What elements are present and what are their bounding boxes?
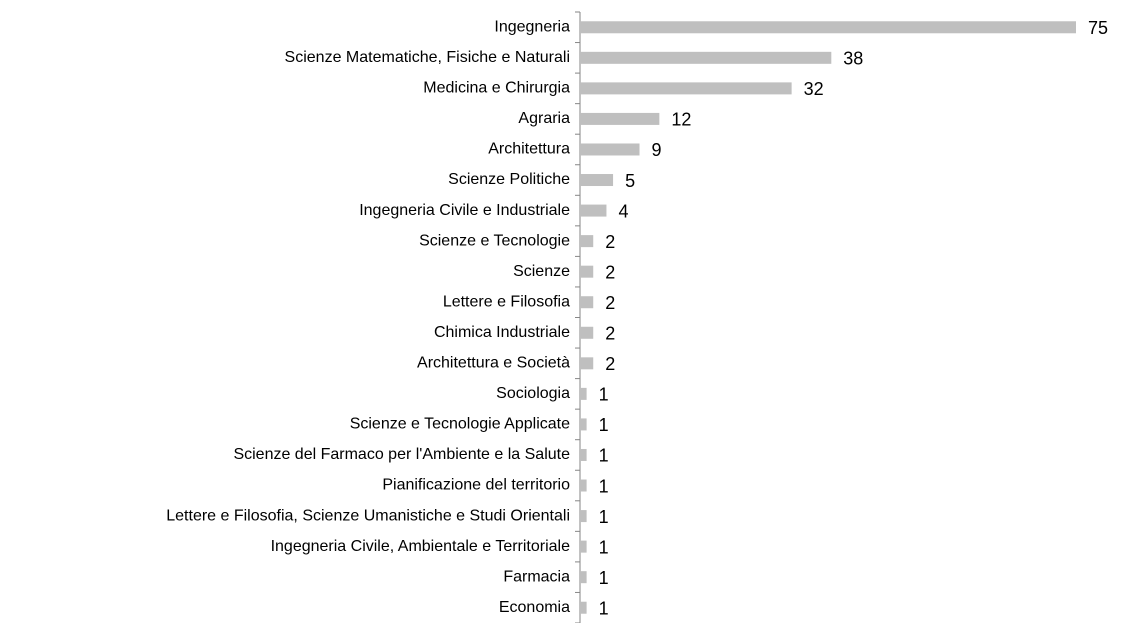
bar <box>580 143 640 156</box>
category-label: Ingegneria Civile, Ambientale e Territor… <box>271 538 571 555</box>
category-label: Lettere e Filosofia, Scienze Umanistiche… <box>166 507 570 524</box>
value-label: 2 <box>605 324 615 344</box>
bar <box>580 571 587 584</box>
value-label: 1 <box>599 598 609 618</box>
value-label: 1 <box>599 415 609 435</box>
value-label: 5 <box>625 171 635 191</box>
value-label: 38 <box>843 49 863 69</box>
value-label: 75 <box>1088 18 1108 38</box>
category-label: Scienze del Farmaco per l'Ambiente e la … <box>233 446 570 463</box>
bar <box>580 296 594 309</box>
value-label: 4 <box>618 201 628 221</box>
category-label: Architettura e Società <box>417 355 570 372</box>
category-label: Ingegneria <box>494 18 570 35</box>
value-label: 1 <box>599 537 609 557</box>
value-label: 9 <box>652 140 662 160</box>
category-label: Sociologia <box>496 385 570 402</box>
value-label: 2 <box>605 293 615 313</box>
category-label: Scienze Matematiche, Fisiche e Naturali <box>285 49 570 66</box>
value-label: 1 <box>599 385 609 405</box>
value-label: 1 <box>599 446 609 466</box>
bar <box>580 418 587 431</box>
bar <box>580 601 587 614</box>
bar <box>580 112 660 125</box>
category-label: Economia <box>499 599 570 616</box>
bar <box>580 479 587 492</box>
category-label: Pianificazione del territorio <box>382 477 570 494</box>
category-label: Scienze e Tecnologie <box>419 232 570 249</box>
value-label: 2 <box>605 354 615 374</box>
category-label: Ingegneria Civile e Industriale <box>359 202 570 219</box>
category-label: Farmacia <box>503 568 570 585</box>
category-label: Scienze <box>513 263 570 280</box>
bar <box>580 448 587 461</box>
category-label: Lettere e Filosofia <box>443 293 570 310</box>
value-label: 12 <box>671 110 691 130</box>
bar <box>580 21 1076 34</box>
category-label: Chimica Industriale <box>434 324 570 341</box>
value-label: 1 <box>599 476 609 496</box>
bar <box>580 265 594 278</box>
value-label: 32 <box>804 79 824 99</box>
value-label: 2 <box>605 232 615 252</box>
bar <box>580 357 594 370</box>
bar <box>580 540 587 553</box>
category-label: Scienze e Tecnologie Applicate <box>350 416 570 433</box>
bar <box>580 174 614 187</box>
bar <box>580 51 832 64</box>
bar <box>580 387 587 400</box>
value-label: 2 <box>605 262 615 282</box>
category-label: Scienze Politiche <box>448 171 570 188</box>
value-label: 1 <box>599 507 609 527</box>
category-label: Architettura <box>488 141 570 158</box>
value-label: 1 <box>599 568 609 588</box>
bar <box>580 204 607 217</box>
bar <box>580 326 594 339</box>
bar <box>580 510 587 523</box>
bar <box>580 235 594 248</box>
category-label: Agraria <box>518 110 570 127</box>
category-label: Medicina e Chirurgia <box>423 80 570 97</box>
bar <box>580 82 792 95</box>
